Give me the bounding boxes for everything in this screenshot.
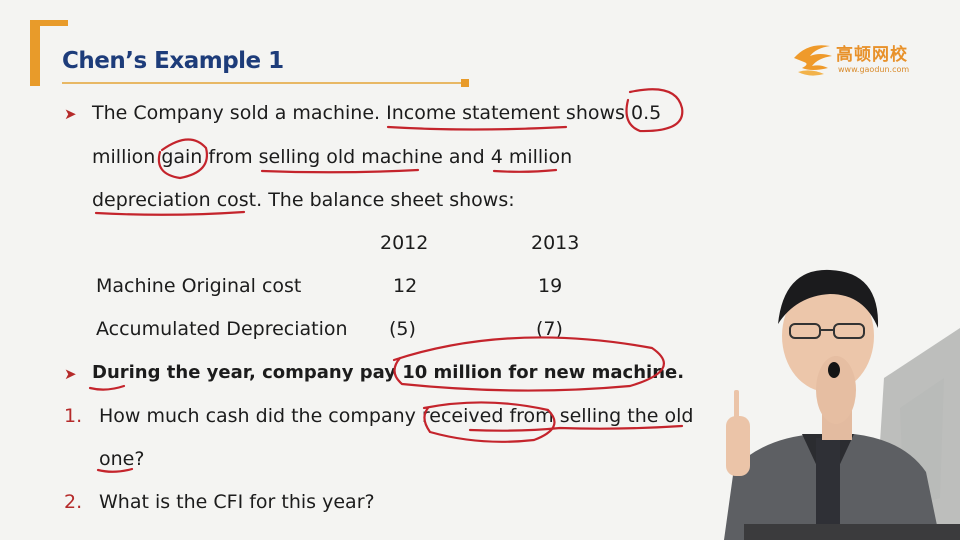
- bullet1-line3: depreciation cost. The balance sheet sho…: [92, 189, 515, 211]
- logo-name: 高顿网校: [836, 45, 908, 65]
- bullet-arrow-icon: ➤: [64, 105, 77, 123]
- title-bracket-top: [30, 20, 68, 26]
- row-value-2013: 19: [538, 275, 563, 297]
- year-2013-header: 2013: [531, 232, 580, 254]
- row-label: Machine Original cost: [96, 275, 302, 297]
- logo-url: www.gaodun.com: [838, 65, 910, 74]
- question-number: 2.: [64, 491, 83, 513]
- question2-text: What is the CFI for this year?: [99, 491, 375, 513]
- bullet-arrow-icon: ➤: [64, 365, 77, 383]
- bullet1-line2: million gain from selling old machine an…: [92, 146, 573, 168]
- slide-title: Chen’s Example 1: [62, 48, 284, 74]
- row-value-2013: (7): [536, 318, 563, 340]
- presenter-video: [724, 269, 960, 540]
- row-value-2012: 12: [393, 275, 418, 297]
- question1-line2: one?: [99, 448, 145, 470]
- title-underline-dot: [461, 79, 469, 87]
- bullet1-line1: The Company sold a machine. Income state…: [92, 102, 662, 124]
- question-number: 1.: [64, 405, 83, 427]
- gaodun-logo: 高顿网校 www.gaodun.com: [790, 38, 930, 84]
- bullet2-text: During the year, company pay 10 million …: [92, 362, 685, 383]
- year-2012-header: 2012: [380, 232, 429, 254]
- title-underline: [62, 82, 464, 84]
- row-value-2012: (5): [389, 318, 416, 340]
- row-label: Accumulated Depreciation: [96, 318, 348, 340]
- logo-bird-icon: [794, 45, 832, 76]
- question1-line1: How much cash did the company received f…: [99, 405, 694, 427]
- title-bracket: [30, 20, 40, 86]
